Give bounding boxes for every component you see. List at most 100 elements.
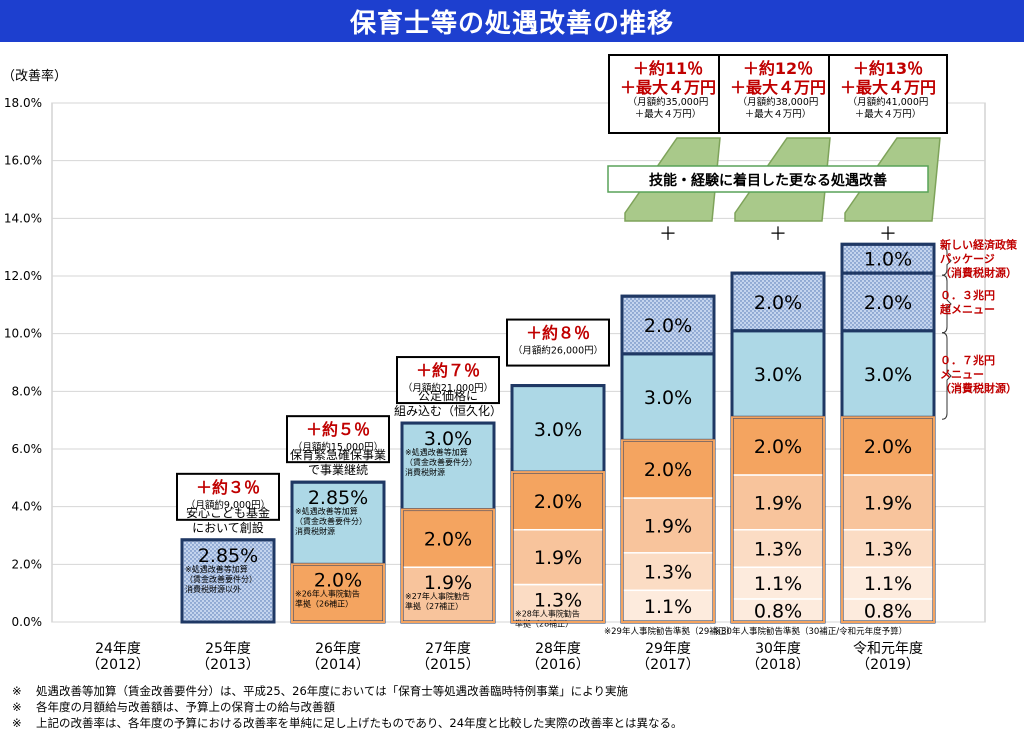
footnote-text: 処遇改善等加算（賃金改善要件分）は、平成25、26年度においては「保育士等処遇改…: [36, 684, 628, 698]
bar-caption: において創設: [192, 520, 264, 535]
orange-group-outline: [841, 416, 935, 623]
x-tick-label: 令和元年度: [853, 641, 923, 657]
data-label: 2.0%: [534, 491, 582, 513]
data-label: 1.3%: [644, 562, 692, 584]
orange-group-outline: [621, 439, 715, 623]
data-label: 3.0%: [534, 419, 582, 441]
y-tick-label: 10.0%: [4, 327, 42, 341]
y-tick-label: 12.0%: [4, 269, 42, 283]
x-tick-sublabel: （2019）: [856, 657, 920, 673]
x-tick-label: 27年度: [425, 641, 471, 657]
x-tick-label: 26年度: [315, 641, 361, 657]
data-label: 2.0%: [644, 459, 692, 481]
page-title: 保育士等の処遇改善の推移: [0, 0, 1024, 42]
data-label: 2.0%: [424, 528, 472, 550]
y-tick-label: 18.0%: [4, 96, 42, 110]
side-label: 超メニュー: [939, 302, 995, 316]
data-label: 1.0%: [864, 249, 912, 271]
callout-main: ＋約８％: [526, 324, 590, 343]
bar-segment: [401, 422, 495, 511]
callout-sub: ＋最大４万円）: [855, 108, 922, 120]
callout-box: [286, 415, 390, 464]
y-tick-label: 4.0%: [12, 500, 43, 514]
x-tick-sublabel: （2018）: [746, 657, 810, 673]
callout-sub: ＋最大４万円）: [635, 108, 702, 120]
data-label: 2.0%: [864, 436, 912, 458]
data-label: 3.0%: [864, 364, 912, 386]
segment-note: 準拠（28補正）: [515, 619, 573, 629]
x-tick-sublabel: （2013）: [196, 657, 260, 673]
bar-segment: [731, 416, 825, 476]
data-label: 2.0%: [644, 315, 692, 337]
callout-sub: （月額約41,000円: [848, 96, 929, 108]
data-label: 1.1%: [644, 596, 692, 618]
side-brace: [941, 332, 952, 420]
segment-note: ※処遇改善等加算: [185, 564, 248, 574]
side-label: パッケージ: [940, 253, 995, 266]
side-label: ０．３兆円: [940, 288, 995, 302]
data-label: 1.3%: [754, 538, 802, 560]
footnote-2: ※ 各年度の月額給与改善額は、予算上の保育士の給与改善額: [12, 699, 335, 715]
callout-box: [176, 472, 280, 521]
y-tick-label: 0.0%: [12, 615, 43, 629]
side-label: ０．７兆円: [940, 353, 995, 367]
callout-main: ＋最大４万円: [840, 78, 936, 97]
bar-segment: [291, 481, 385, 566]
callout-main: ＋約13％: [853, 59, 923, 78]
x-tick-sublabel: （2016）: [526, 657, 590, 673]
callout-main: ＋最大４万円: [730, 78, 826, 97]
data-label: 0.8%: [754, 600, 802, 622]
plus-sign: ＋: [659, 224, 677, 245]
segment-note: ※処遇改善等加算: [295, 506, 358, 516]
callout-sub: （月額約35,000円: [628, 96, 709, 108]
bottom-note: ※29年人事院勧告準拠（29補正）: [604, 626, 735, 637]
bar-segment: [731, 474, 825, 531]
bar-segment: [291, 563, 385, 623]
bar-segment: [731, 330, 825, 419]
data-label: 1.3%: [534, 590, 582, 612]
x-tick-sublabel: （2012）: [86, 657, 150, 673]
footnote-text: 上記の改善率は、各年度の予算における改善率を単純に足し上げたものであり、24年度…: [36, 716, 683, 730]
y-tick-label: 16.0%: [4, 154, 42, 168]
y-axis-label: （改善率）: [2, 68, 67, 84]
callout-sub: （月額約9,000円）: [186, 499, 270, 511]
callout-main: ＋約３％: [196, 478, 260, 497]
plus-sign: ＋: [879, 224, 897, 245]
segment-note: ※28年人事院勧告: [515, 609, 580, 619]
segment-note: ※処遇改善等加算: [405, 447, 468, 457]
segment-note: 消費税財源: [405, 467, 445, 477]
side-label: （消費税財源）: [940, 266, 1017, 280]
orange-group-outline: [401, 508, 495, 623]
bar-caption: 公定価格に: [418, 388, 478, 403]
data-label: 1.9%: [754, 492, 802, 514]
footnote-1: ※ 処遇改善等加算（賃金改善要件分）は、平成25、26年度においては「保育士等処遇…: [12, 683, 628, 699]
data-label: 1.1%: [754, 573, 802, 595]
skill-banner: 技能・経験に着目した更なる処遇改善: [649, 172, 887, 189]
callout-main: ＋約７％: [416, 361, 480, 380]
segment-note: ※26年人事院勧告: [295, 588, 360, 598]
callout-sub: ＋最大４万円）: [745, 108, 812, 120]
data-label: 1.9%: [644, 515, 692, 537]
data-label: 1.1%: [864, 573, 912, 595]
data-label: 2.85%: [308, 487, 368, 509]
side-label: 新しい経済政策: [940, 238, 1018, 252]
callout-box: [608, 54, 728, 134]
data-label: 2.85%: [198, 545, 258, 567]
bar-segment: [841, 528, 935, 568]
data-label: 3.0%: [754, 364, 802, 386]
callout-sub: （月額約21,000円）: [403, 382, 493, 394]
footnote-mark: ※: [12, 716, 22, 730]
data-label: 1.9%: [864, 492, 912, 514]
callout-sub: （月額約26,000円）: [513, 345, 603, 357]
segment-note: （賃金改善要件分）: [405, 457, 477, 467]
footnote-mark: ※: [12, 684, 22, 698]
callout-box: [506, 318, 610, 367]
bar-segment: [511, 471, 605, 531]
callout-sub: （月額約15,000円）: [293, 441, 383, 453]
bar-caption: 保育緊急確保事業: [290, 447, 386, 462]
y-tick-label: 8.0%: [12, 384, 43, 398]
callout-main: ＋約11％: [633, 59, 703, 78]
data-label: 2.0%: [314, 569, 362, 591]
segment-outline: [180, 538, 276, 624]
x-tick-label: 29年度: [645, 641, 691, 657]
